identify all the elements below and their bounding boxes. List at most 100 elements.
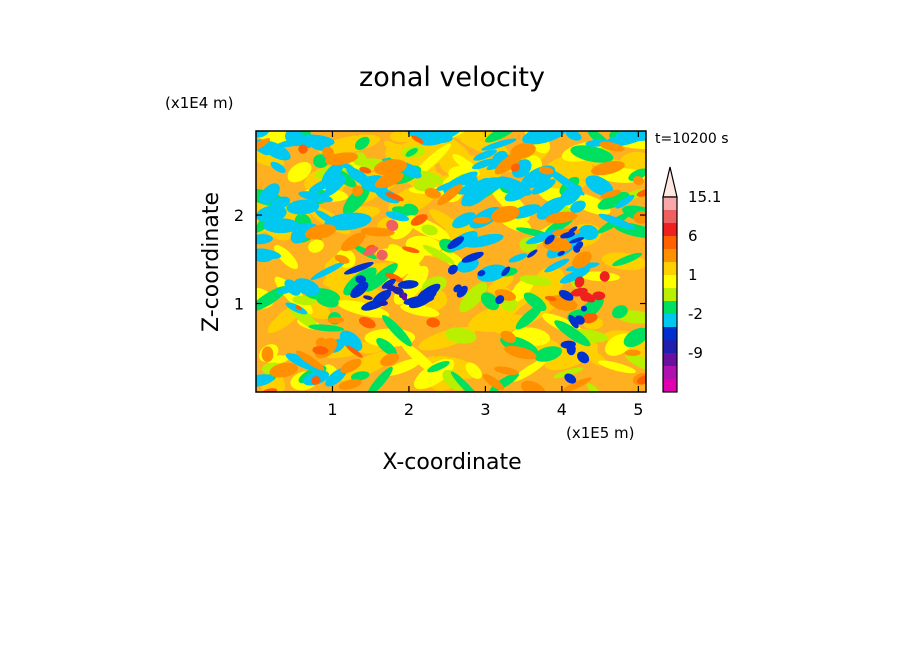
contour-patch — [359, 166, 372, 174]
y-unit-label: (x1E4 m) — [165, 94, 234, 112]
contour-patch — [327, 316, 345, 324]
contour-patch — [422, 244, 455, 265]
contour-patch — [376, 338, 397, 356]
contour-patch — [477, 264, 508, 282]
contour-patch — [337, 350, 395, 382]
contour-patch — [256, 374, 274, 388]
colorbar-label: 1 — [688, 266, 698, 284]
contour-patch — [261, 346, 274, 363]
contour-patch — [286, 199, 320, 215]
contour-patch — [256, 205, 287, 223]
contour-patch — [312, 346, 329, 355]
contour-patch — [392, 286, 404, 295]
contour-patch — [456, 285, 468, 298]
contour-patch — [402, 246, 420, 254]
contour-patch — [504, 345, 537, 360]
contour-patch — [424, 188, 441, 199]
contour-patch — [321, 161, 344, 186]
contour-patch — [615, 131, 646, 142]
colorbar-swatch — [663, 301, 677, 314]
contour-patch — [538, 166, 554, 175]
contour-patch — [515, 304, 543, 330]
contour-patch — [352, 185, 363, 197]
contour-patch — [591, 160, 625, 176]
colorbar-swatch — [663, 223, 677, 236]
colorbar-swatch — [663, 379, 677, 392]
contour-patch — [491, 205, 520, 223]
colorbar-swatch — [663, 262, 677, 275]
contour-patch — [450, 371, 482, 392]
time-label: t=10200 s — [655, 131, 729, 147]
colorbar: -9 -2 1 6 15.1 — [662, 166, 721, 393]
contour-patch — [340, 358, 362, 374]
contour-patch — [315, 210, 339, 227]
contour-patch — [334, 254, 350, 264]
contour-patch — [416, 170, 444, 185]
contour-patch — [600, 189, 621, 199]
contour-patch — [397, 280, 419, 289]
contour-patch — [565, 131, 582, 141]
contour-patch — [577, 351, 590, 364]
chart-title: zonal velocity — [359, 62, 545, 93]
contour-patch — [559, 267, 590, 284]
contour-patch — [262, 388, 278, 392]
contour-patch — [256, 248, 274, 263]
contour-patch — [459, 282, 488, 313]
contour-patch — [346, 345, 363, 358]
contour-patch — [373, 159, 407, 176]
contour-patch — [531, 179, 556, 195]
contour-patch — [465, 362, 482, 379]
contour-patch — [376, 249, 388, 261]
y-tick-label: 2 — [234, 206, 244, 225]
contour-patch — [494, 151, 524, 175]
contour-patch — [304, 224, 337, 240]
contour-patch — [325, 367, 347, 387]
x-tick-label: 1 — [327, 400, 337, 419]
contour-patch — [292, 295, 317, 306]
contour-patch — [579, 271, 620, 282]
colorbar-swatch — [663, 236, 677, 249]
contour-patch — [426, 317, 440, 328]
contour-patch — [378, 300, 388, 306]
contour-patch — [350, 281, 369, 298]
contour-patch — [480, 292, 500, 311]
contour-patch — [521, 380, 546, 392]
contour-patch — [322, 146, 335, 160]
contour-patch — [597, 192, 630, 210]
contour-patch — [611, 305, 628, 319]
contour-patch — [292, 132, 311, 149]
contour-patch — [298, 191, 333, 203]
contour-patch — [468, 181, 499, 202]
contour-patch — [256, 138, 271, 152]
contour-patch — [572, 251, 592, 269]
contour-patch — [554, 320, 591, 347]
contour-patch — [482, 374, 505, 391]
contour-patch — [290, 224, 311, 244]
contour-bands — [256, 131, 646, 392]
contour-patch — [558, 289, 574, 301]
contour-patch — [559, 184, 583, 206]
contour-patch — [259, 183, 280, 205]
colorbar-swatch — [663, 275, 677, 288]
contour-patch — [473, 149, 497, 161]
colorbar-swatch — [663, 353, 677, 366]
contour-patch — [385, 211, 409, 222]
contour-patch — [354, 136, 370, 151]
contour-patch — [504, 187, 530, 202]
contour-patch — [287, 162, 312, 183]
contour-patch — [444, 327, 477, 344]
contour-patch — [544, 295, 557, 302]
contour-patch — [495, 295, 505, 305]
contour-patch — [374, 172, 404, 189]
contour-patch — [427, 361, 450, 373]
contour-patch — [452, 154, 480, 176]
x-tick-label: 5 — [633, 400, 643, 419]
contour-patch — [310, 261, 346, 280]
contour-patch — [256, 234, 273, 245]
y-axis-ticks: 12 — [234, 206, 646, 314]
y-tick-label: 1 — [234, 295, 244, 314]
contour-patch — [570, 200, 586, 213]
contour-patch — [464, 233, 504, 248]
colorbar-label: -2 — [688, 305, 703, 323]
contour-patch — [623, 327, 646, 348]
